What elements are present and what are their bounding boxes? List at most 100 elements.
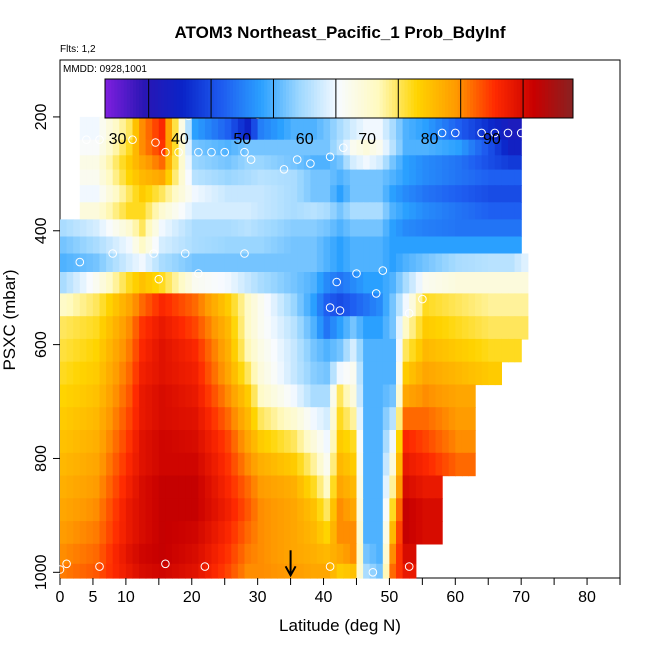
heatmap-cell [376,498,384,522]
heatmap-cell [323,272,331,294]
heatmap-cell [119,361,127,386]
heatmap-cell [369,563,377,579]
heatmap-cell [316,139,325,156]
heatmap-cell [172,185,180,203]
heatmap-cell [356,293,364,317]
heatmap-cell [481,155,489,171]
heatmap-cell [158,316,166,340]
heatmap-cell [382,563,390,579]
heatmap-cell [349,272,358,294]
heatmap-cell [475,236,483,255]
heatmap-cell [112,155,120,171]
heatmap-cell [204,155,213,171]
heatmap-cell [251,475,259,499]
heatmap-cell [92,253,101,273]
heatmap-cell [132,202,140,220]
heatmap-cell [79,543,87,565]
heatmap-cell [231,169,239,186]
heatmap-cell [409,543,417,565]
heatmap-cells [60,88,529,579]
heatmap-cell [428,407,437,431]
heatmap-cell [119,338,127,363]
heatmap-cell [415,236,423,255]
heatmap-cell [363,155,371,171]
heatmap-cell [106,116,114,141]
heatmap-cell [448,316,456,340]
heatmap-cell [132,563,140,579]
heatmap-cell [172,316,180,340]
heatmap-cell [204,169,213,186]
heatmap-cell [290,155,298,171]
heatmap-cell [297,253,305,273]
heatmap-cell [119,316,127,340]
heatmap-cell [455,361,463,386]
heatmap-cell [415,169,423,186]
heatmap-cell [244,475,252,499]
heatmap-cell [119,272,127,294]
arrow-head [284,565,297,578]
heatmap-cell [316,272,325,294]
heatmap-cell [119,543,127,565]
heatmap-cell [336,475,344,499]
heatmap-cell [501,253,509,273]
heatmap-cell [422,272,430,294]
heatmap-cell [455,219,463,238]
heatmap-cell [316,293,325,317]
colorbar-swatch [426,79,430,118]
heatmap-cell [257,498,265,522]
colorbar-swatch [232,79,237,118]
heatmap-cell [316,338,325,363]
heatmap-cell [343,407,351,431]
heatmap-cell [277,185,285,203]
heatmap-cell [310,543,318,565]
heatmap-cell [73,293,81,317]
heatmap-cell [211,361,219,386]
heatmap-cell [244,543,252,565]
heatmap-cell [257,293,265,317]
heatmap-cell [165,475,173,499]
heatmap-cell [396,338,404,363]
heatmap-cell [218,155,226,171]
heatmap-cell [514,116,522,141]
heatmap-cell [475,116,483,141]
heatmap-cell [264,407,272,431]
heatmap-cell [119,219,127,238]
heatmap-cell [165,563,173,579]
heatmap-cell [211,430,219,454]
heatmap-cell [284,521,292,545]
heatmap-cell [330,185,338,203]
heatmap-cell [303,219,311,238]
heatmap-cell [396,169,404,186]
colorbar-swatch [548,79,552,118]
heatmap-cell [119,155,127,171]
heatmap-cell [165,253,173,273]
heatmap-cell [389,139,397,156]
heatmap-cell [409,236,417,255]
heatmap-cell [343,521,351,545]
heatmap-cell [290,272,298,294]
colorbar-swatch [176,79,181,118]
heatmap-cell [237,202,246,220]
heatmap-cell [86,293,94,317]
heatmap-cell [60,338,68,363]
heatmap-cell [132,407,140,431]
heatmap-cell [270,155,278,171]
heatmap-cell [270,430,278,454]
heatmap-cell [277,407,285,431]
heatmap-cell [396,202,404,220]
colorbar-swatch [529,79,533,118]
heatmap-cell [92,155,101,171]
heatmap-cell [284,169,292,186]
heatmap-cell [402,185,410,203]
colorbar-swatch [332,79,337,118]
colorbar-swatch [326,79,331,118]
heatmap-cell [244,563,252,579]
heatmap-cell [501,219,509,238]
heatmap-cell [152,236,160,255]
heatmap-cell [231,430,239,454]
heatmap-cell [316,219,325,238]
heatmap-cell [257,316,265,340]
heatmap-cell [363,202,371,220]
heatmap-cell [204,253,213,273]
heatmap-cell [382,361,390,386]
